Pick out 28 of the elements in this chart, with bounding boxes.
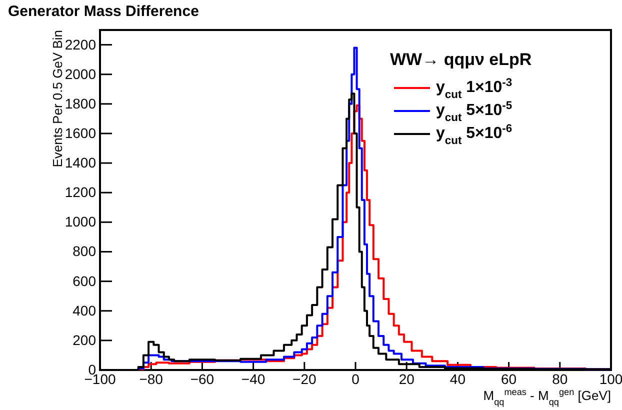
y-axis-title: Events Per 0.5 GeV Bin <box>50 30 65 168</box>
legend-label: y$_{cut}$ 5×10$^{-5}$ <box>436 100 512 124</box>
x-tick-label: −80 <box>139 370 164 387</box>
x-axis-title: M$_{qq}$$^{meas}$ - M$_{qq}$$^{gen}$ [GeV] <box>483 387 611 407</box>
y-tick-label: 400 <box>72 302 96 318</box>
chart-title: Generator Mass Difference <box>8 3 199 20</box>
x-tick-label: −20 <box>292 370 316 387</box>
x-tick-label: 60 <box>501 370 517 387</box>
legend-label: y$_{cut}$ 1×10$^{-3}$ <box>436 77 512 101</box>
x-tick-label: 20 <box>398 370 415 387</box>
legend-label: y$_{cut}$ 5×10$^{-6}$ <box>436 123 512 147</box>
x-tick-label: −60 <box>190 370 214 387</box>
y-tick-label: 1200 <box>64 184 96 200</box>
y-tick-label: 1800 <box>64 95 96 112</box>
y-tick-label: 200 <box>72 332 96 348</box>
y-tick-label: 600 <box>72 272 96 289</box>
x-tick-label: −40 <box>241 370 266 387</box>
y-tick-label: 2200 <box>64 36 96 52</box>
x-tick-label: 40 <box>450 370 466 387</box>
y-tick-label: 1000 <box>64 214 96 230</box>
x-tick-label: 80 <box>552 370 568 387</box>
y-tick-label: 2000 <box>64 66 96 82</box>
x-tick-label: 100 <box>599 370 622 387</box>
y-tick-label: 1600 <box>64 124 96 141</box>
y-tick-label: 1400 <box>64 154 96 171</box>
x-tick-label: 0 <box>352 370 360 387</box>
legend-title: WW→ qqμν eLpR <box>390 50 532 69</box>
y-tick-label: 800 <box>72 243 96 260</box>
